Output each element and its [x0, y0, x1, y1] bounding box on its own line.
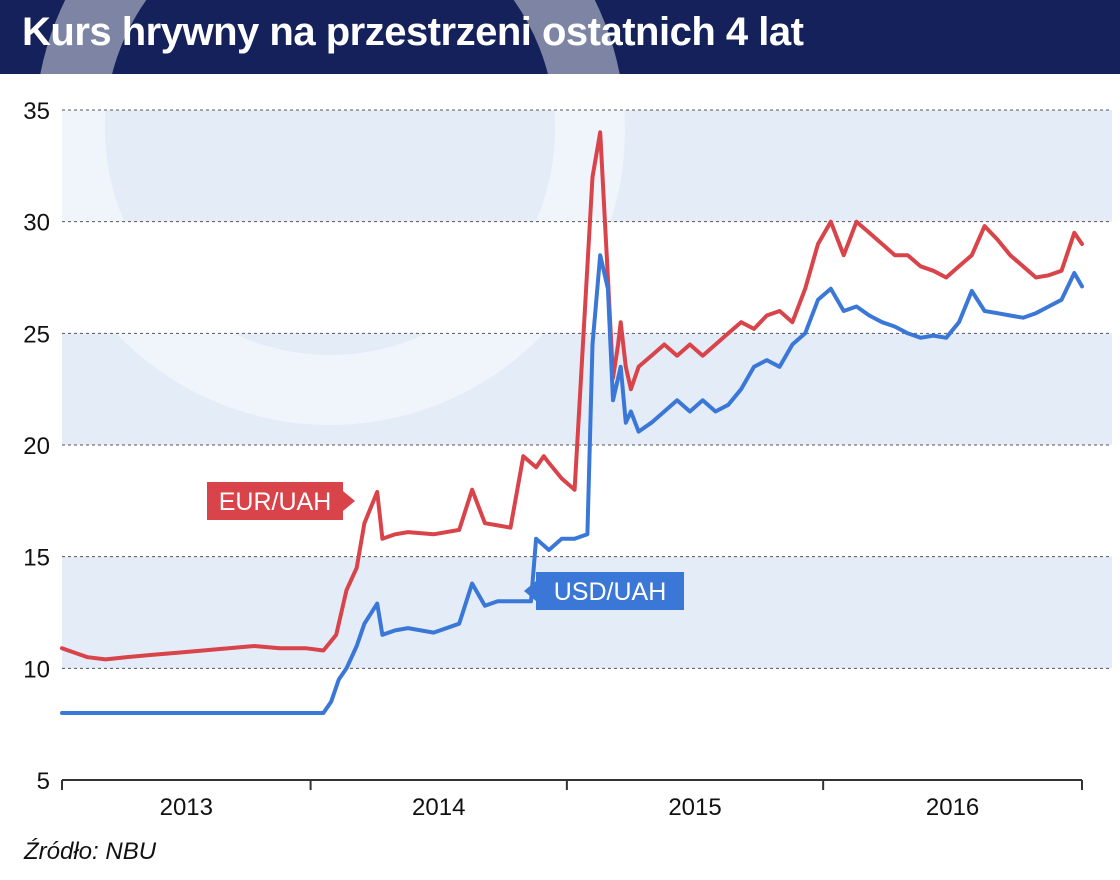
- band-30-35: [62, 110, 1112, 222]
- y-tick-label-10: 10: [23, 656, 50, 683]
- watermark-logo: [35, 0, 625, 425]
- y-axis-ticks: 5 10 15 20 25 30 35: [23, 98, 50, 795]
- y-tick-label-25: 25: [23, 321, 50, 348]
- title-bar: Kurs hrywny na przestrzeni ostatnich 4 l…: [0, 0, 1120, 74]
- callout-usd-uah: USD/UAH: [524, 572, 684, 610]
- callout-label: EUR/UAH: [219, 488, 332, 516]
- y-tick-label-5: 5: [37, 768, 50, 795]
- chart-title: Kurs hrywny na przestrzeni ostatnich 4 l…: [22, 10, 804, 54]
- series-line-eur-uah: [60, 130, 1084, 662]
- band-20-25: [62, 333, 1112, 445]
- y-tick-label-30: 30: [23, 210, 50, 237]
- series-lines: [60, 130, 1084, 715]
- source-note: Źródło: NBU: [24, 838, 157, 865]
- callout-eur-uah: EUR/UAH: [207, 482, 355, 520]
- background-bands: [62, 110, 1112, 669]
- x-tick-label-2014: 2014: [412, 794, 465, 821]
- x-tick-label-2016: 2016: [926, 794, 979, 821]
- x-axis: 2013 2014 2015 2016: [61, 779, 1083, 821]
- series-line-usd-uah: [60, 253, 1084, 715]
- y-tick-label-35: 35: [23, 98, 50, 125]
- series-callouts: EUR/UAH USD/UAH: [207, 482, 684, 610]
- x-tick-label-2013: 2013: [160, 794, 213, 821]
- x-tick-label-2015: 2015: [668, 794, 721, 821]
- callout-label: USD/UAH: [554, 578, 667, 606]
- y-tick-label-20: 20: [23, 433, 50, 460]
- y-tick-label-15: 15: [23, 545, 50, 572]
- gridlines: [62, 109, 1112, 669]
